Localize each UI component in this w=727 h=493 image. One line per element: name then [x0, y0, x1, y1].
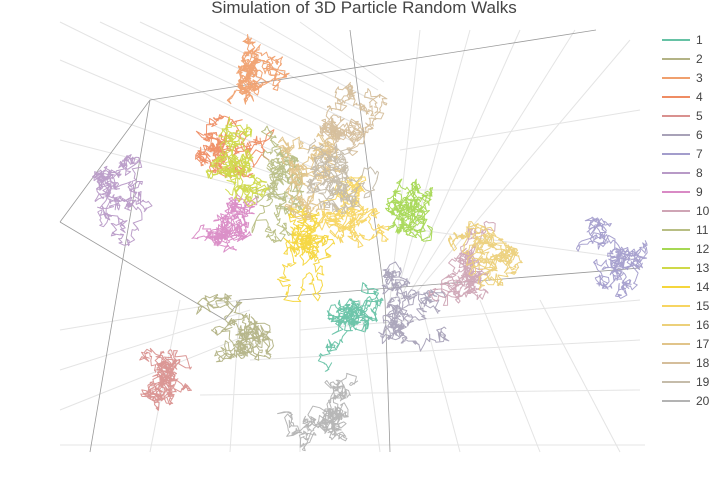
legend-label: 19 [696, 375, 710, 389]
legend-item-4[interactable]: 4 [662, 90, 703, 104]
walk-series-13 [205, 116, 270, 207]
walk-series-20 [277, 372, 359, 452]
legend-item-11[interactable]: 11 [662, 223, 709, 237]
legend-label: 4 [696, 90, 703, 104]
walk-series-8 [92, 154, 153, 247]
walk-series-12 [385, 178, 434, 242]
legend-label: 2 [696, 52, 703, 66]
walk-series-16 [448, 221, 523, 291]
legend-item-12[interactable]: 12 [662, 242, 710, 256]
legend-item-17[interactable]: 17 [662, 337, 710, 351]
walk-series-6 [378, 261, 450, 352]
walk-series-18 [319, 81, 388, 163]
legend-item-20[interactable]: 20 [662, 394, 710, 408]
walk-series-4 [195, 114, 275, 179]
legend-item-15[interactable]: 15 [662, 299, 710, 313]
scene-axes [59, 29, 641, 453]
scene-grid [59, 21, 645, 453]
legend-label: 3 [696, 71, 703, 85]
walk-series-5 [139, 347, 192, 411]
legend-item-3[interactable]: 3 [662, 71, 703, 85]
legend-label: 9 [696, 185, 703, 199]
legend-label: 8 [696, 166, 703, 180]
legend-label: 1 [696, 33, 703, 47]
walk-series-19 [306, 138, 380, 215]
legend-label: 13 [696, 261, 710, 275]
legend-label: 12 [696, 242, 710, 256]
legend-item-19[interactable]: 19 [662, 375, 710, 389]
walk-series-3 [226, 34, 290, 105]
legend-item-2[interactable]: 2 [662, 52, 703, 66]
walk-series-7 [576, 216, 648, 299]
walk-series-10 [428, 220, 496, 306]
legend-item-7[interactable]: 7 [662, 147, 703, 161]
legend-label: 10 [696, 204, 710, 218]
walk-traces [92, 34, 648, 452]
legend-item-1[interactable]: 1 [662, 33, 703, 47]
legend-item-5[interactable]: 5 [662, 109, 703, 123]
legend-label: 7 [696, 147, 703, 161]
legend-item-14[interactable]: 14 [662, 280, 710, 294]
legend-item-9[interactable]: 9 [662, 185, 703, 199]
walk-series-9 [191, 194, 258, 253]
legend-label: 15 [696, 299, 710, 313]
legend-item-6[interactable]: 6 [662, 128, 703, 142]
legend-label: 14 [696, 280, 710, 294]
legend-label: 5 [696, 109, 703, 123]
walk-series-1 [317, 282, 384, 372]
legend-label: 20 [696, 394, 710, 408]
legend-label: 17 [696, 337, 710, 351]
legend-item-16[interactable]: 16 [662, 318, 710, 332]
legend-label: 18 [696, 356, 710, 370]
legend-label: 16 [696, 318, 710, 332]
legend-item-8[interactable]: 8 [662, 166, 703, 180]
chart-title: Simulation of 3D Particle Random Walks [211, 0, 517, 17]
walk-series-2 [196, 293, 275, 363]
legend-label: 11 [696, 223, 709, 237]
legend-item-13[interactable]: 13 [662, 261, 710, 275]
legend-label: 6 [696, 128, 703, 142]
legend-item-10[interactable]: 10 [662, 204, 710, 218]
walk-series-15 [317, 174, 390, 248]
legend-item-18[interactable]: 18 [662, 356, 710, 370]
walk-series-14 [276, 205, 336, 302]
